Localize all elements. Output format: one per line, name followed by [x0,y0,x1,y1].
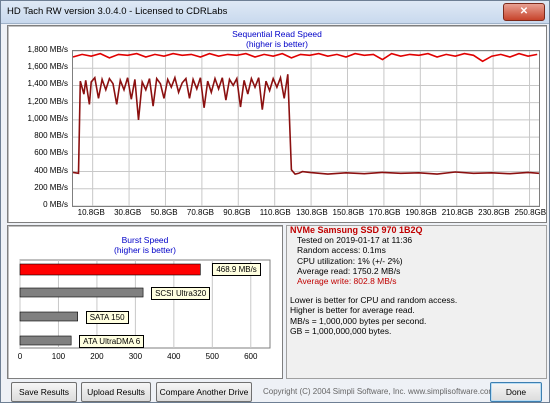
upload-results-button[interactable]: Upload Results [81,382,151,402]
burst-x-tick-label: 500 [206,352,220,361]
y-tick-label: 1,200 MB/s [27,96,68,106]
burst-bar-reference [19,311,78,322]
sequential-read-chart [73,51,539,206]
info-line-avg-read: Average read: 1750.2 MB/s [297,265,401,276]
info-line-date: Tested on 2019-01-17 at 11:36 [297,235,413,246]
burst-bar-label: SCSI Ultra320 [151,287,211,300]
burst-bar-reference [19,335,72,346]
y-tick-label: 600 MB/s [34,148,68,158]
burst-bar-reference [19,287,144,298]
info-line-cpu: CPU utilization: 1% (+/- 2%) [297,255,403,266]
y-tick-label: 1,000 MB/s [27,113,68,123]
test-results: NVMe Samsung SSD 970 1B2Q Tested on 2019… [290,225,540,336]
y-tick-label: 1,400 MB/s [27,79,68,89]
burst-x-tick-label: 0 [18,352,23,361]
x-tick-label: 230.8GB [478,208,510,217]
info-panel [286,225,547,379]
x-tick-label: 130.8GB [296,208,328,217]
save-results-button[interactable]: Save Results [11,382,77,402]
drive-name: NVMe Samsung SSD 970 1B2Q [290,225,423,235]
burst-x-tick-label: 400 [167,352,181,361]
burst-speed-panel: Burst Speed (higher is better) 0 100 200 30… [7,225,283,379]
burst-x-tick-label: 200 [90,352,104,361]
y-tick-label: 1,600 MB/s [27,62,68,72]
burst-bar-label: ATA UltraDMA 6 [79,335,145,348]
info-note-1: Lower is better for CPU and random acces… [290,295,458,306]
sequential-subtitle: (higher is better) [246,39,308,49]
window-title: HD Tach RW version 3.0.4.0 - Licensed to… [7,6,228,17]
y-tick-label: 400 MB/s [34,165,68,175]
burst-x-tick-label: 600 [244,352,258,361]
x-tick-label: 70.8GB [186,208,215,217]
burst-bar-tested-drive [19,263,201,276]
y-tick-label: 200 MB/s [34,182,68,192]
info-line-random-access: Random access: 0.1ms [297,245,386,256]
x-tick-label: 30.8GB [114,208,142,217]
x-tick-label: 90.8GB [223,208,251,217]
x-tick-label: 210.8GB [441,208,474,217]
burst-speed-chart: 0 100 200 300 400 500 600 [18,259,271,361]
burst-bar-label: 468.9 MB/s [212,263,261,276]
write-speed-line [73,74,539,175]
read-speed-line [73,52,538,63]
x-tick-label: 10.8GB [77,208,105,217]
burst-bar-label: SATA 150 [85,311,129,324]
x-tick-label: 250.8GB [514,208,547,217]
done-button[interactable]: Done [490,382,542,402]
burst-subtitle: (higher is better) [114,245,176,255]
x-tick-label: 50.8GB [150,208,178,217]
sequential-plot-area [72,50,540,207]
copyright-text: Copyright (C) 2004 Simpli Software, Inc.… [263,387,496,396]
compare-drive-button[interactable]: Compare Another Drive [156,382,252,402]
burst-x-tick-label: 300 [129,352,143,361]
info-note-3: MB/s = 1,000,000 bytes per second. [290,315,427,326]
info-line-avg-write: Average write: 802.8 MB/s [297,276,397,287]
y-tick-label: 0 MB/s [43,200,68,209]
info-note-4: GB = 1,000,000,000 bytes. [290,325,392,336]
x-tick-label: 190.8GB [405,208,437,217]
sequential-title: Sequential Read Speed [232,29,322,39]
title-bar: HD Tach RW version 3.0.4.0 - Licensed to… [1,1,549,24]
y-tick-label: 800 MB/s [34,131,68,141]
sequential-read-panel: Sequential Read Speed (higher is better)… [7,25,547,223]
x-tick-label: 110.8GB [259,208,291,217]
y-tick-label: 1,800 MB/s [27,45,68,54]
burst-x-tick-label: 100 [52,352,66,361]
info-note-2: Higher is better for average read. [290,305,415,316]
x-tick-label: 150.8GB [332,208,365,217]
close-button[interactable]: ✕ [503,3,545,21]
burst-title: Burst Speed [121,235,169,245]
x-tick-label: 170.8GB [368,208,401,217]
